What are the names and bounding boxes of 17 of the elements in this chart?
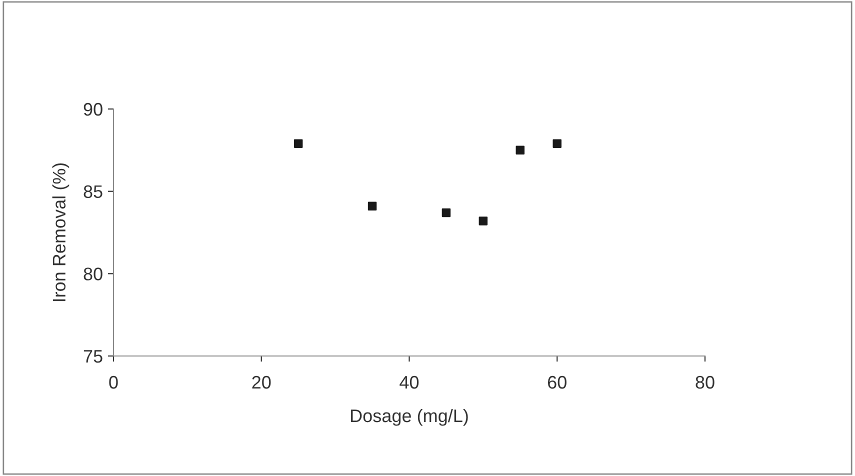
point — [516, 146, 525, 155]
point — [442, 208, 451, 218]
x-tick-label: 60 — [548, 376, 566, 389]
point — [478, 216, 488, 226]
y-tick-label: 80 — [84, 268, 102, 280]
x-tick-label: 20 — [252, 376, 271, 389]
x-tick-label: 0 — [109, 376, 118, 389]
y-axis-title: Iron Removal (%) — [52, 163, 70, 302]
x-axis-title: Dosage (mg/L) — [351, 408, 468, 426]
x-tick-label: 40 — [400, 376, 419, 389]
point — [552, 139, 562, 148]
point — [294, 139, 303, 148]
y-tick-label: 75 — [84, 350, 102, 363]
y-tick-label: 90 — [84, 102, 102, 116]
x-tick-label: 80 — [696, 376, 714, 389]
point — [368, 202, 377, 211]
y-tick-label: 85 — [84, 185, 102, 198]
